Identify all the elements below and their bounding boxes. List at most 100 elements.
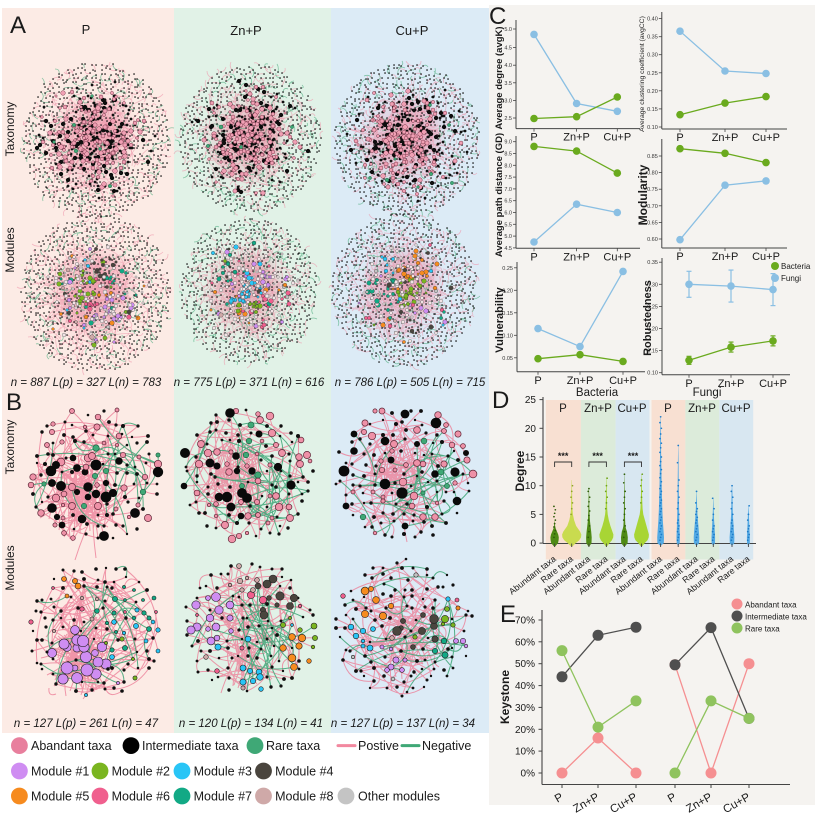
svg-text:Intermediate taxa: Intermediate taxa [142, 739, 239, 753]
svg-text:Robustedness: Robustedness [642, 280, 654, 356]
svg-text:***: *** [628, 451, 639, 461]
svg-text:Average degree (avgK): Average degree (avgK) [494, 26, 505, 129]
svg-text:P: P [530, 132, 537, 144]
svg-text:Zn+P: Zn+P [718, 378, 745, 390]
svg-text:70%: 70% [515, 615, 535, 626]
svg-text:A: A [10, 12, 26, 39]
svg-text:7.5: 7.5 [504, 175, 512, 181]
svg-text:Vulnerability: Vulnerability [494, 286, 506, 352]
svg-text:0.70: 0.70 [647, 204, 658, 210]
svg-text:n = 775 L(p) = 371 L(n) = 616: n = 775 L(p) = 371 L(n) = 616 [174, 377, 325, 389]
svg-text:Zn+P: Zn+P [563, 132, 590, 144]
svg-text:n = 127 L(p) = 137 L(n) = 34: n = 127 L(p) = 137 L(n) = 34 [331, 718, 475, 730]
svg-text:Fungi: Fungi [781, 274, 801, 283]
svg-text:0.40: 0.40 [647, 17, 658, 23]
svg-text:0.05: 0.05 [502, 356, 513, 362]
svg-text:Negative: Negative [422, 739, 471, 753]
svg-text:40%: 40% [515, 681, 535, 692]
svg-text:0.15: 0.15 [502, 311, 513, 317]
svg-text:5.0: 5.0 [504, 27, 512, 33]
svg-text:Keystone: Keystone [498, 670, 512, 724]
svg-text:0.65: 0.65 [647, 220, 658, 226]
svg-text:0%: 0% [521, 769, 536, 780]
svg-text:10%: 10% [515, 747, 535, 758]
svg-text:Fungi: Fungi [693, 387, 722, 399]
svg-text:Taxonomy: Taxonomy [3, 102, 17, 157]
svg-text:Bacteria: Bacteria [781, 262, 811, 271]
svg-text:Cu+P: Cu+P [752, 251, 780, 263]
svg-text:20%: 20% [515, 725, 535, 736]
svg-text:0.30: 0.30 [647, 53, 658, 59]
svg-text:10: 10 [525, 481, 537, 492]
svg-text:Other modules: Other modules [358, 790, 440, 804]
svg-text:n = 127 L(p) = 261 L(n) = 47: n = 127 L(p) = 261 L(n) = 47 [14, 718, 159, 730]
svg-text:0.25: 0.25 [647, 71, 658, 77]
svg-text:Module #4: Module #4 [275, 765, 333, 779]
svg-text:Module #5: Module #5 [31, 790, 89, 804]
svg-text:P: P [664, 403, 672, 415]
svg-text:Bacteria: Bacteria [576, 387, 619, 399]
svg-text:0.10: 0.10 [647, 125, 658, 131]
svg-text:2.5: 2.5 [504, 116, 512, 122]
svg-text:0.20: 0.20 [502, 288, 513, 294]
svg-text:Cu+P: Cu+P [759, 378, 787, 390]
svg-text:Zn+P: Zn+P [584, 403, 612, 415]
svg-text:Zn+P: Zn+P [688, 403, 716, 415]
svg-text:0.20: 0.20 [647, 89, 658, 95]
svg-text:Postive: Postive [358, 739, 399, 753]
svg-text:Cu+P: Cu+P [617, 403, 646, 415]
svg-text:0.10: 0.10 [647, 371, 658, 377]
svg-text:0.75: 0.75 [647, 187, 658, 193]
svg-text:4.5: 4.5 [504, 246, 512, 252]
svg-text:Abandant taxa: Abandant taxa [31, 739, 112, 753]
svg-text:P: P [530, 251, 537, 263]
svg-text:Average path distance (GD): Average path distance (GD) [494, 133, 505, 257]
svg-text:20: 20 [525, 424, 537, 435]
svg-text:Zn+P: Zn+P [712, 251, 739, 263]
svg-text:C: C [489, 3, 506, 30]
svg-text:Module #2: Module #2 [112, 765, 170, 779]
svg-text:Cu+P: Cu+P [603, 132, 631, 144]
svg-text:0.15: 0.15 [647, 349, 658, 355]
svg-text:6.5: 6.5 [504, 199, 512, 205]
svg-text:Module #6: Module #6 [112, 790, 170, 804]
svg-text:Module #7: Module #7 [194, 790, 252, 804]
svg-text:0.85: 0.85 [647, 154, 658, 160]
svg-text:Rare taxa: Rare taxa [745, 625, 780, 634]
svg-text:0.60: 0.60 [647, 237, 658, 243]
svg-text:0.25: 0.25 [647, 304, 658, 310]
svg-text:Zn+P: Zn+P [712, 132, 739, 144]
svg-text:n = 786 L(p) = 505 L(n) = 715: n = 786 L(p) = 505 L(n) = 715 [335, 377, 486, 389]
svg-text:B: B [6, 389, 22, 416]
svg-text:0.15: 0.15 [647, 107, 658, 113]
svg-text:Module #8: Module #8 [275, 790, 333, 804]
svg-text:Cu+P: Cu+P [752, 132, 780, 144]
svg-text:0: 0 [530, 539, 536, 550]
svg-text:25: 25 [525, 395, 537, 406]
svg-text:Module #1: Module #1 [31, 765, 89, 779]
svg-text:0.35: 0.35 [647, 35, 658, 41]
svg-text:15: 15 [525, 453, 537, 464]
svg-text:Intermediate taxa: Intermediate taxa [745, 613, 807, 622]
svg-text:Cu+P: Cu+P [603, 251, 631, 263]
svg-text:Modules: Modules [3, 545, 17, 590]
svg-text:50%: 50% [515, 659, 535, 670]
svg-text:0.30: 0.30 [647, 282, 658, 288]
svg-text:Zn+P: Zn+P [563, 251, 590, 263]
svg-text:Abandant taxa: Abandant taxa [745, 601, 797, 610]
svg-text:P: P [82, 22, 91, 37]
svg-text:P: P [559, 403, 567, 415]
svg-text:Cu+P: Cu+P [396, 23, 429, 38]
svg-text:Taxonomy: Taxonomy [3, 420, 17, 475]
svg-text:Module #3: Module #3 [194, 765, 252, 779]
svg-text:6.0: 6.0 [504, 211, 512, 217]
svg-text:P: P [676, 251, 683, 263]
svg-text:Zn+P: Zn+P [230, 23, 261, 38]
svg-text:8.5: 8.5 [504, 152, 512, 158]
svg-text:60%: 60% [515, 637, 535, 648]
svg-text:n = 887 L(p) = 327 L(n) = 783: n = 887 L(p) = 327 L(n) = 783 [11, 377, 162, 389]
svg-text:***: *** [558, 451, 569, 461]
svg-text:9.0: 9.0 [504, 140, 512, 146]
svg-text:Modules: Modules [3, 227, 17, 272]
svg-text:3.5: 3.5 [504, 81, 512, 87]
